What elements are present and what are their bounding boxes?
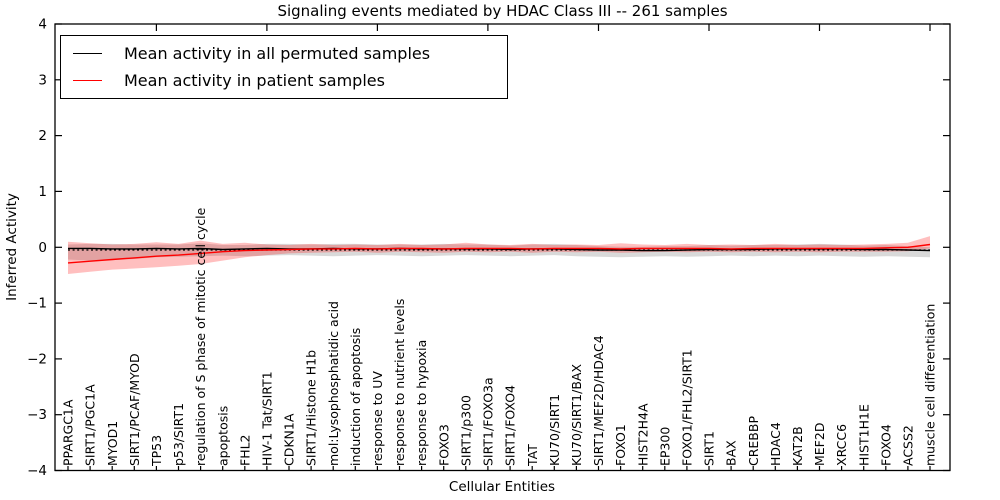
legend-label-permuted: Mean activity in all permuted samples <box>124 44 431 63</box>
x-category-label: PPARGC1A <box>61 399 76 466</box>
x-category-label: EP300 <box>657 427 672 466</box>
x-category-label: SIRT1 <box>702 431 717 466</box>
legend-item-patient: Mean activity in patient samples <box>69 71 499 90</box>
y-tick-label: 3 <box>38 72 47 88</box>
legend-label-patient: Mean activity in patient samples <box>124 71 385 90</box>
y-axis-label: Inferred Activity <box>4 193 20 301</box>
x-category-label: response to nutrient levels <box>392 299 407 466</box>
x-category-label: mol:Lysophosphatidic acid <box>326 301 341 466</box>
x-category-label: XRCC6 <box>834 424 849 466</box>
x-category-label: FOXO4 <box>878 424 893 466</box>
x-category-label: FOXO1/FHL2/SIRT1 <box>680 349 695 466</box>
patient-range-band <box>68 236 930 274</box>
y-tick-label: −3 <box>27 407 47 423</box>
x-category-label: SIRT1/Histone H1b <box>304 350 319 466</box>
x-category-label: muscle cell differentiation <box>923 304 938 466</box>
x-category-label: TAT <box>525 444 540 467</box>
x-category-label: FHL2 <box>237 434 252 466</box>
legend-item-permuted: Mean activity in all permuted samples <box>69 44 499 63</box>
x-category-label: SIRT1/PCAF/MYOD <box>127 353 142 466</box>
x-category-label: CDKN1A <box>282 413 297 466</box>
x-category-label: SIRT1/PGC1A <box>83 384 98 466</box>
x-category-label: response to hypoxia <box>414 340 429 466</box>
x-category-label: MYOD1 <box>105 421 120 466</box>
x-category-label: KU70/SIRT1/BAX <box>569 364 584 466</box>
x-category-label: SIRT1/p300 <box>458 395 473 466</box>
x-category-label: CREBBP <box>746 416 761 466</box>
x-category-label: SIRT1/FOXO3a <box>481 377 496 466</box>
x-category-label: BAX <box>724 440 739 466</box>
y-tick-label: −4 <box>27 463 47 479</box>
x-category-label: SIRT1/FOXO4 <box>503 385 518 466</box>
chart-title: Signaling events mediated by HDAC Class … <box>277 2 728 20</box>
plot-frame <box>54 23 951 472</box>
y-tick-label: 2 <box>38 128 47 144</box>
x-category-label: MEF2D <box>812 423 827 466</box>
x-category-label: ACSS2 <box>901 425 916 466</box>
x-category-label: SIRT1/MEF2D/HDAC4 <box>591 335 606 466</box>
x-category-label: FOXO1 <box>613 424 628 466</box>
x-category-label: HDAC4 <box>768 422 783 466</box>
x-category-label: KU70/SIRT1 <box>547 394 562 466</box>
x-category-label: regulation of S phase of mitotic cell cy… <box>193 207 208 466</box>
x-category-label: response to UV <box>370 371 385 466</box>
x-category-label: FOXO3 <box>436 424 451 466</box>
x-category-label: induction of apoptosis <box>348 328 363 466</box>
y-tick-label: 1 <box>38 184 47 200</box>
series-line-patient <box>67 243 931 264</box>
permuted-line-swatch <box>73 53 102 54</box>
y-tick-label: −1 <box>27 296 47 312</box>
legend: Mean activity in all permuted samples Me… <box>60 35 508 99</box>
x-category-label: HIV-1 Tat/SIRT1 <box>260 371 275 466</box>
y-tick-label: −2 <box>27 351 47 367</box>
patient-line-swatch <box>73 80 102 81</box>
x-category-label: p53/SIRT1 <box>171 403 186 466</box>
x-category-label: HIST2H4A <box>635 403 650 466</box>
permuted-range-band <box>68 243 930 261</box>
x-category-label: KAT2B <box>790 426 805 466</box>
x-category-label: TP53 <box>149 435 164 467</box>
x-category-label: HIST1H1E <box>856 404 871 466</box>
y-tick-label: 4 <box>38 17 47 33</box>
x-category-label: apoptosis <box>215 406 230 466</box>
y-tick-label: 0 <box>38 240 47 256</box>
x-axis-label: Cellular Entities <box>448 479 556 495</box>
